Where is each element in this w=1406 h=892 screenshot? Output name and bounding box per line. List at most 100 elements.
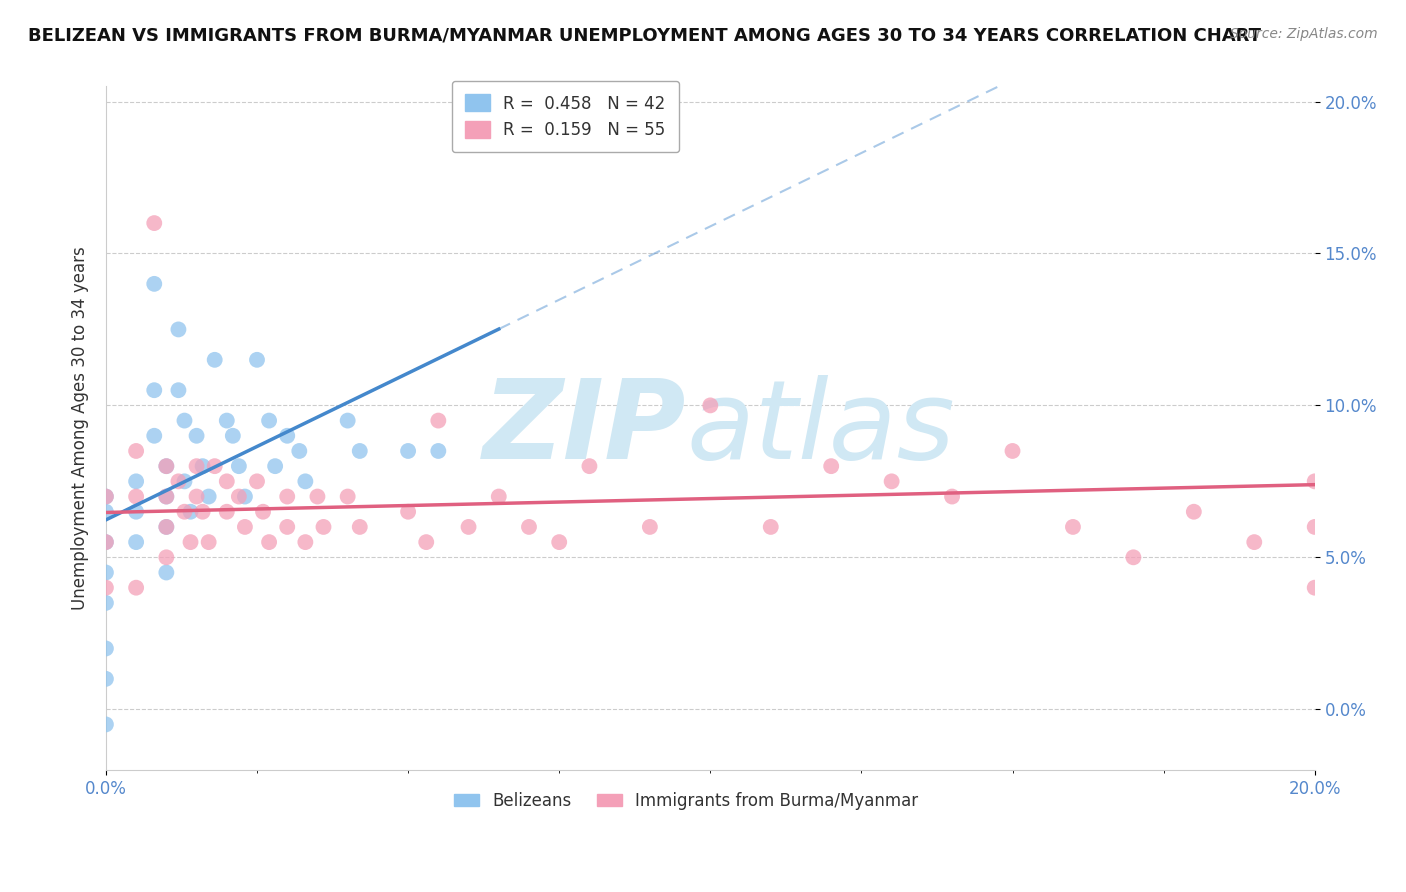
Point <box>233 490 256 504</box>
Point <box>215 414 238 428</box>
Point <box>186 459 208 474</box>
Point <box>186 429 208 443</box>
Point <box>396 444 419 458</box>
Point <box>252 505 274 519</box>
Point <box>173 505 195 519</box>
Point <box>215 505 238 519</box>
Point <box>167 322 190 336</box>
Point <box>257 535 280 549</box>
Point <box>246 475 269 489</box>
Point <box>1182 505 1205 519</box>
Point <box>94 717 117 731</box>
Point <box>94 581 117 595</box>
Text: BELIZEAN VS IMMIGRANTS FROM BURMA/MYANMAR UNEMPLOYMENT AMONG AGES 30 TO 34 YEARS: BELIZEAN VS IMMIGRANTS FROM BURMA/MYANMA… <box>28 27 1261 45</box>
Point <box>578 459 600 474</box>
Point <box>94 566 117 580</box>
Point <box>191 505 214 519</box>
Legend: Belizeans, Immigrants from Burma/Myanmar: Belizeans, Immigrants from Burma/Myanmar <box>441 779 932 823</box>
Point <box>1122 550 1144 565</box>
Point <box>820 459 842 474</box>
Point <box>167 383 190 397</box>
Point <box>517 520 540 534</box>
Point <box>228 490 250 504</box>
Point <box>143 216 166 230</box>
Point <box>167 475 190 489</box>
Point <box>488 125 510 139</box>
Point <box>396 505 419 519</box>
Point <box>155 490 177 504</box>
Point <box>204 352 226 367</box>
Text: ZIP: ZIP <box>482 375 686 482</box>
Point <box>336 490 359 504</box>
Point <box>155 459 177 474</box>
Point <box>880 475 903 489</box>
Point <box>94 535 117 549</box>
Point <box>246 352 269 367</box>
Point <box>276 520 298 534</box>
Point <box>155 490 177 504</box>
Point <box>94 490 117 504</box>
Point <box>155 566 177 580</box>
Point <box>264 459 287 474</box>
Point <box>1243 535 1265 549</box>
Point <box>125 505 148 519</box>
Point <box>186 490 208 504</box>
Point <box>125 490 148 504</box>
Point <box>427 444 450 458</box>
Point <box>257 414 280 428</box>
Point <box>215 475 238 489</box>
Point <box>155 459 177 474</box>
Point <box>180 535 202 549</box>
Point <box>191 459 214 474</box>
Point <box>941 490 963 504</box>
Point <box>155 520 177 534</box>
Point <box>197 490 219 504</box>
Point <box>143 277 166 291</box>
Point <box>1001 444 1024 458</box>
Point <box>94 490 117 504</box>
Point <box>638 520 661 534</box>
Point <box>94 596 117 610</box>
Point <box>94 641 117 656</box>
Point <box>197 535 219 549</box>
Text: atlas: atlas <box>686 375 955 482</box>
Point <box>228 459 250 474</box>
Point <box>488 490 510 504</box>
Point <box>155 520 177 534</box>
Text: Source: ZipAtlas.com: Source: ZipAtlas.com <box>1230 27 1378 41</box>
Y-axis label: Unemployment Among Ages 30 to 34 years: Unemployment Among Ages 30 to 34 years <box>72 246 89 610</box>
Point <box>1303 520 1326 534</box>
Point <box>276 429 298 443</box>
Point <box>204 459 226 474</box>
Point <box>699 398 721 412</box>
Point <box>143 429 166 443</box>
Point <box>125 581 148 595</box>
Point <box>173 414 195 428</box>
Point <box>222 429 245 443</box>
Point <box>349 444 371 458</box>
Point <box>125 535 148 549</box>
Point <box>276 490 298 504</box>
Point <box>1303 581 1326 595</box>
Point <box>155 550 177 565</box>
Point <box>457 520 479 534</box>
Point <box>415 535 437 549</box>
Point <box>143 383 166 397</box>
Point <box>294 535 316 549</box>
Point <box>312 520 335 534</box>
Point <box>349 520 371 534</box>
Point <box>427 414 450 428</box>
Point <box>336 414 359 428</box>
Point <box>1062 520 1084 534</box>
Point <box>125 475 148 489</box>
Point <box>233 520 256 534</box>
Point <box>294 475 316 489</box>
Point <box>94 672 117 686</box>
Point <box>288 444 311 458</box>
Point <box>307 490 329 504</box>
Point <box>180 505 202 519</box>
Point <box>94 505 117 519</box>
Point <box>94 535 117 549</box>
Point <box>173 475 195 489</box>
Point <box>759 520 782 534</box>
